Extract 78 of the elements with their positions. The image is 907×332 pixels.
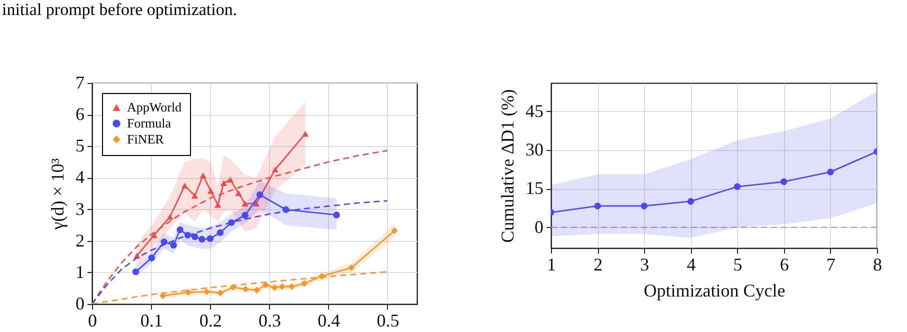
x-tick-label: 6 (780, 254, 789, 274)
line-series (92, 200, 388, 304)
point (176, 226, 184, 234)
point (252, 200, 260, 207)
x-tick-label: 0 (88, 310, 97, 330)
x-tick-label: 5 (733, 254, 742, 274)
point (166, 214, 174, 220)
y-axis-title: Cumulative ΔD1 (%) (498, 89, 518, 243)
y-axis-title: γ(d) × 10³ (48, 158, 68, 231)
y-tick-label: 7 (76, 72, 84, 92)
point (216, 229, 224, 236)
point (132, 268, 140, 276)
point (160, 238, 168, 246)
point (242, 286, 249, 293)
point (640, 202, 648, 210)
point (827, 168, 834, 176)
y-tick-label: 2 (76, 230, 84, 250)
x-tick-label: 0.1 (140, 310, 163, 330)
legend-label: FiNER (127, 132, 164, 146)
point (687, 198, 694, 205)
point (302, 130, 309, 137)
y-tick-label: 0 (534, 216, 544, 237)
legend-label: AppWorld (127, 100, 182, 114)
point (170, 242, 177, 249)
x-tick-label: 1 (547, 254, 556, 274)
point (242, 200, 248, 207)
point (594, 202, 601, 210)
point (184, 288, 192, 296)
point (203, 288, 210, 296)
point (271, 284, 278, 291)
y-tick-label: 4 (76, 167, 84, 188)
point (191, 192, 198, 199)
point (242, 212, 248, 219)
point (254, 286, 260, 294)
y-tick-label: 15 (526, 178, 544, 198)
point (220, 180, 228, 186)
point (278, 283, 286, 290)
point (235, 190, 242, 196)
point (288, 283, 296, 290)
point (198, 236, 206, 243)
x-tick-label: 4 (686, 254, 696, 274)
y-tick-label: 45 (526, 100, 544, 121)
point (272, 166, 279, 172)
point (226, 176, 234, 183)
point (734, 183, 741, 190)
x-tick-label: 7 (826, 254, 836, 274)
point (348, 264, 355, 272)
point (207, 188, 214, 194)
x-axis-title: Optimization Cycle (644, 280, 786, 300)
point (160, 292, 166, 300)
point (256, 191, 264, 198)
text: initial prompt before optimization. (2, 0, 238, 20)
point (200, 172, 206, 178)
x-tick-label: 0.4 (318, 310, 340, 330)
x-tick-label: 8 (873, 254, 882, 274)
x-tick-label: 0.2 (199, 310, 222, 330)
y-tick-label: 3 (76, 198, 84, 219)
x-tick-label: 3 (640, 254, 650, 274)
point (780, 178, 788, 186)
point (206, 235, 214, 242)
point (216, 290, 224, 296)
point (333, 212, 340, 218)
y-tick-label: 6 (76, 104, 84, 124)
point (191, 233, 198, 240)
legend-label: Formula (127, 116, 172, 130)
point (181, 182, 188, 189)
y-tick-label: 30 (526, 140, 544, 160)
point (262, 282, 270, 288)
y-tick-label: 5 (76, 136, 84, 156)
point (150, 232, 158, 238)
point (300, 280, 308, 287)
x-tick-label: 2 (594, 254, 603, 274)
y-tick-label: 0 (76, 294, 84, 314)
x-tick-label: 0.3 (258, 310, 282, 330)
point (148, 254, 156, 262)
x-tick-label: 0.5 (376, 310, 400, 330)
point (391, 227, 398, 234)
point (214, 202, 222, 208)
